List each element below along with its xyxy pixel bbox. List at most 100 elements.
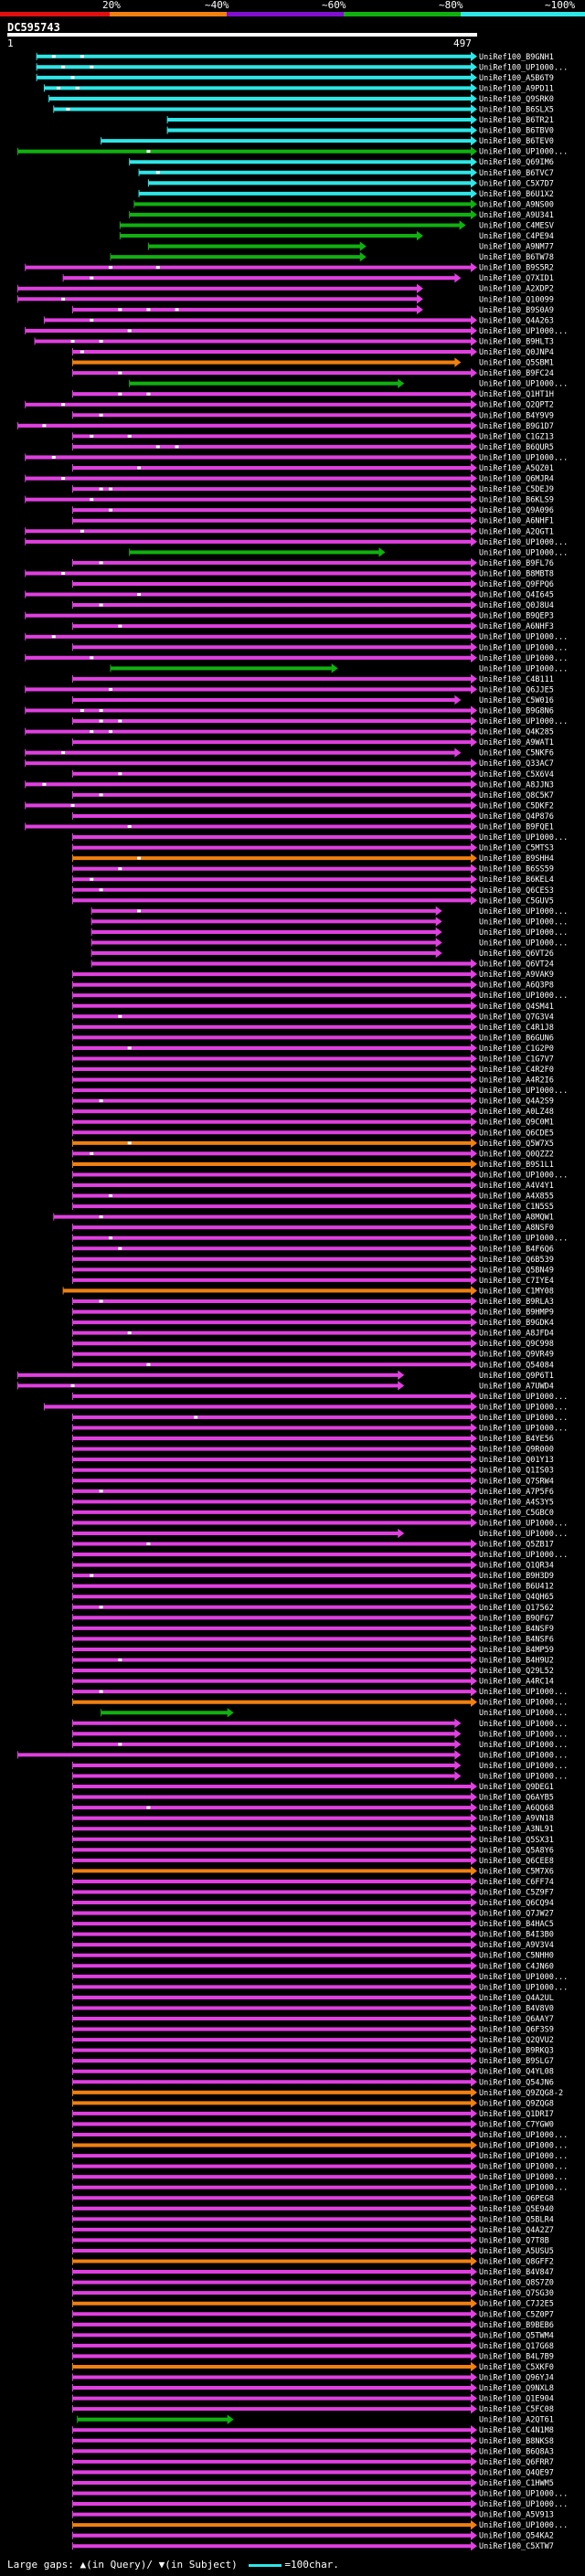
hit-row[interactable]: UniRef100_Q4A2Z7 bbox=[72, 2224, 554, 2235]
hit-label[interactable]: UniRef100_UP1000... bbox=[479, 1741, 568, 1750]
hit-label[interactable]: UniRef100_A9NM77 bbox=[479, 243, 554, 252]
hit-label[interactable]: UniRef100_Q1HT1H bbox=[479, 390, 554, 399]
hit-row[interactable]: UniRef100_UP1000... bbox=[90, 917, 568, 927]
hit-row[interactable]: UniRef100_C1GZ13 bbox=[72, 431, 554, 441]
hit-row[interactable]: UniRef100_Q4QE97 bbox=[72, 2467, 554, 2477]
hit-row[interactable]: UniRef100_A4RC14 bbox=[72, 1676, 554, 1687]
hit-row[interactable]: UniRef100_Q5SBM1 bbox=[72, 357, 554, 368]
hit-label[interactable]: UniRef100_Q96YJ4 bbox=[479, 2374, 554, 2383]
hit-label[interactable]: UniRef100_UP1000... bbox=[479, 1688, 568, 1697]
hit-row[interactable]: UniRef100_B6TR21 bbox=[166, 114, 554, 125]
hit-row[interactable]: UniRef100_UP1000... bbox=[72, 1549, 569, 1560]
hit-label[interactable]: UniRef100_Q8C5K7 bbox=[479, 791, 554, 800]
hit-label[interactable]: UniRef100_B9QEP3 bbox=[479, 612, 554, 621]
hit-row[interactable]: UniRef100_A6NHF3 bbox=[72, 620, 554, 631]
hit-label[interactable]: UniRef100_A9VAK9 bbox=[479, 970, 554, 980]
hit-label[interactable]: UniRef100_Q4QH65 bbox=[479, 1593, 554, 1602]
hit-row[interactable]: UniRef100_UP1000... bbox=[72, 1718, 569, 1729]
hit-row[interactable]: UniRef100_B9RKQ3 bbox=[72, 2045, 554, 2056]
hit-row[interactable]: UniRef100_B4NSF6 bbox=[72, 1634, 554, 1644]
hit-label[interactable]: UniRef100_B9S5R2 bbox=[479, 264, 554, 273]
hit-label[interactable]: UniRef100_B4F6Q6 bbox=[479, 1245, 554, 1254]
hit-row[interactable]: UniRef100_UP1000... bbox=[72, 642, 569, 652]
hit-row[interactable]: UniRef100_Q4A263 bbox=[43, 315, 554, 325]
hit-row[interactable]: UniRef100_Q5A8Y6 bbox=[72, 1845, 554, 1855]
hit-row[interactable]: UniRef100_Q9ZQG8 bbox=[72, 2098, 554, 2108]
hit-row[interactable]: UniRef100_A9U341 bbox=[129, 209, 554, 220]
hit-row[interactable]: UniRef100_C5DEJ9 bbox=[72, 483, 554, 494]
hit-label[interactable]: UniRef100_Q54084 bbox=[479, 1361, 554, 1370]
hit-label[interactable]: UniRef100_B6SS59 bbox=[479, 865, 554, 875]
hit-row[interactable]: UniRef100_A2QT61 bbox=[77, 2414, 554, 2425]
hit-label[interactable]: UniRef100_A4R2I6 bbox=[479, 1076, 554, 1086]
hit-row[interactable]: UniRef100_A4V4Y1 bbox=[72, 1180, 554, 1191]
hit-row[interactable]: UniRef100_Q6CES3 bbox=[72, 885, 554, 896]
hit-label[interactable]: UniRef100_B9GNH1 bbox=[479, 53, 554, 62]
hit-label[interactable]: UniRef100_Q6CES3 bbox=[479, 886, 554, 896]
hit-label[interactable]: UniRef100_Q5A8Y6 bbox=[479, 1846, 554, 1855]
hit-row[interactable]: UniRef100_Q54084 bbox=[72, 1360, 554, 1370]
hit-label[interactable]: UniRef100_Q4A263 bbox=[479, 316, 554, 325]
hit-row[interactable]: UniRef100_A6NHF1 bbox=[72, 515, 554, 526]
hit-row[interactable]: UniRef100_Q9R000 bbox=[72, 1444, 554, 1455]
hit-label[interactable]: UniRef100_Q9FPQ6 bbox=[479, 580, 554, 589]
hit-label[interactable]: UniRef100_UP1000... bbox=[479, 148, 568, 157]
hit-label[interactable]: UniRef100_UP1000... bbox=[479, 1973, 568, 1982]
hit-label[interactable]: UniRef100_Q1E904 bbox=[479, 2395, 554, 2404]
hit-row[interactable]: UniRef100_UP1000... bbox=[25, 325, 569, 336]
hit-row[interactable]: UniRef100_C4R1J8 bbox=[72, 1022, 554, 1033]
hit-label[interactable]: UniRef100_Q29L52 bbox=[479, 1667, 554, 1676]
hit-row[interactable]: UniRef100_UP1000... bbox=[72, 2150, 569, 2161]
hit-label[interactable]: UniRef100_UP1000... bbox=[479, 2173, 568, 2182]
hit-row[interactable]: UniRef100_Q17562 bbox=[72, 1602, 554, 1613]
hit-label[interactable]: UniRef100_Q9NXL8 bbox=[479, 2384, 554, 2393]
hit-row[interactable]: UniRef100_B6QUR5 bbox=[72, 441, 554, 452]
hit-row[interactable]: UniRef100_Q6JJE5 bbox=[25, 684, 554, 694]
hit-label[interactable]: UniRef100_UP1000... bbox=[479, 2184, 568, 2193]
hit-row[interactable]: UniRef100_Q9A096 bbox=[72, 504, 554, 515]
hit-label[interactable]: UniRef100_A9U341 bbox=[479, 211, 554, 220]
hit-row[interactable]: UniRef100_A6Q3P8 bbox=[72, 980, 554, 991]
hit-row[interactable]: UniRef100_Q1E904 bbox=[72, 2393, 554, 2404]
hit-row[interactable]: UniRef100_B9SHH4 bbox=[72, 853, 554, 864]
hit-row[interactable]: UniRef100_B9SLG7 bbox=[72, 2055, 554, 2066]
hit-label[interactable]: UniRef100_UP1000... bbox=[479, 664, 568, 673]
hit-label[interactable]: UniRef100_A7UWD4 bbox=[479, 1382, 554, 1391]
hit-row[interactable]: UniRef100_B9RLA3 bbox=[72, 1296, 554, 1307]
hit-label[interactable]: UniRef100_Q6FRR7 bbox=[479, 2458, 554, 2467]
hit-row[interactable]: UniRef100_UP1000... bbox=[72, 1982, 569, 1992]
hit-label[interactable]: UniRef100_B4I3B0 bbox=[479, 1931, 554, 1940]
hit-label[interactable]: UniRef100_Q17562 bbox=[479, 1604, 554, 1613]
hit-label[interactable]: UniRef100_Q7SRW4 bbox=[479, 1477, 554, 1486]
hit-label[interactable]: UniRef100_Q5W7X5 bbox=[479, 1140, 554, 1149]
hit-row[interactable]: UniRef100_UP1000... bbox=[72, 1528, 569, 1539]
hit-row[interactable]: UniRef100_Q6PEG8 bbox=[72, 2193, 554, 2203]
hit-row[interactable]: UniRef100_Q4A2S9 bbox=[72, 1096, 554, 1107]
hit-row[interactable]: UniRef100_A6QQ68 bbox=[72, 1802, 554, 1813]
hit-row[interactable]: UniRef100_C4JN60 bbox=[72, 1961, 554, 1971]
hit-label[interactable]: UniRef100_B6KLS9 bbox=[479, 496, 554, 505]
hit-row[interactable]: UniRef100_B9S0A9 bbox=[72, 304, 554, 315]
hit-row[interactable]: UniRef100_Q8C5K7 bbox=[72, 790, 554, 800]
hit-row[interactable]: UniRef100_A5V913 bbox=[72, 2509, 554, 2520]
hit-label[interactable]: UniRef100_C5NKF6 bbox=[479, 749, 554, 758]
hit-label[interactable]: UniRef100_Q6CQ94 bbox=[479, 1899, 554, 1908]
hit-row[interactable]: UniRef100_C5X7D7 bbox=[147, 178, 554, 188]
hit-row[interactable]: UniRef100_Q0QZZ2 bbox=[72, 1149, 554, 1159]
hit-label[interactable]: UniRef100_B6TVC7 bbox=[479, 169, 554, 178]
hit-row[interactable]: UniRef100_A9NM77 bbox=[147, 241, 554, 252]
hit-row[interactable]: UniRef100_A9NS00 bbox=[133, 199, 554, 209]
hit-label[interactable]: UniRef100_UP1000... bbox=[479, 1983, 568, 1992]
hit-label[interactable]: UniRef100_Q4SM41 bbox=[479, 1002, 554, 1012]
hit-row[interactable]: UniRef100_Q54JN6 bbox=[72, 2077, 554, 2087]
hit-row[interactable]: UniRef100_B9QEP3 bbox=[25, 610, 554, 621]
hit-row[interactable]: UniRef100_UP1000... bbox=[72, 2488, 569, 2499]
hit-label[interactable]: UniRef100_C1G7V7 bbox=[479, 1055, 554, 1064]
hit-label[interactable]: UniRef100_Q7SG30 bbox=[479, 2289, 554, 2298]
hit-label[interactable]: UniRef100_C1HWM5 bbox=[479, 2479, 554, 2488]
hit-row[interactable]: UniRef100_Q2QVU2 bbox=[72, 2034, 554, 2045]
hit-row[interactable]: UniRef100_B6U412 bbox=[72, 1581, 554, 1592]
hit-label[interactable]: UniRef100_UP1000... bbox=[479, 380, 568, 389]
hit-label[interactable]: UniRef100_Q7G3V4 bbox=[479, 1012, 554, 1022]
hit-label[interactable]: UniRef100_Q8GFF2 bbox=[479, 2258, 554, 2267]
